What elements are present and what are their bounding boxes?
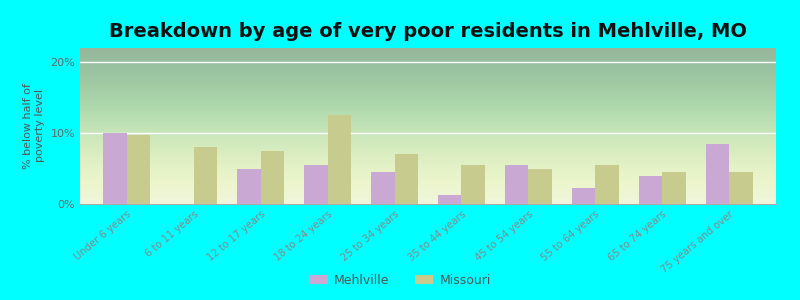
Bar <box>304 165 328 204</box>
Bar <box>328 116 351 204</box>
Bar <box>127 134 150 204</box>
Bar <box>572 188 595 204</box>
Bar <box>528 169 552 204</box>
Y-axis label: % below half of
poverty level: % below half of poverty level <box>23 83 45 169</box>
Bar <box>371 172 394 204</box>
Bar <box>706 144 729 204</box>
Bar <box>462 165 485 204</box>
Bar <box>729 172 753 204</box>
Legend: Mehlville, Missouri: Mehlville, Missouri <box>304 269 496 292</box>
Bar <box>639 176 662 204</box>
Bar <box>261 151 284 204</box>
Bar <box>194 147 217 204</box>
Bar <box>394 154 418 204</box>
Bar <box>595 165 618 204</box>
Bar <box>662 172 686 204</box>
Bar <box>438 196 462 204</box>
Bar <box>238 169 261 204</box>
Bar <box>103 133 127 204</box>
Title: Breakdown by age of very poor residents in Mehlville, MO: Breakdown by age of very poor residents … <box>109 22 747 41</box>
Bar <box>505 165 528 204</box>
